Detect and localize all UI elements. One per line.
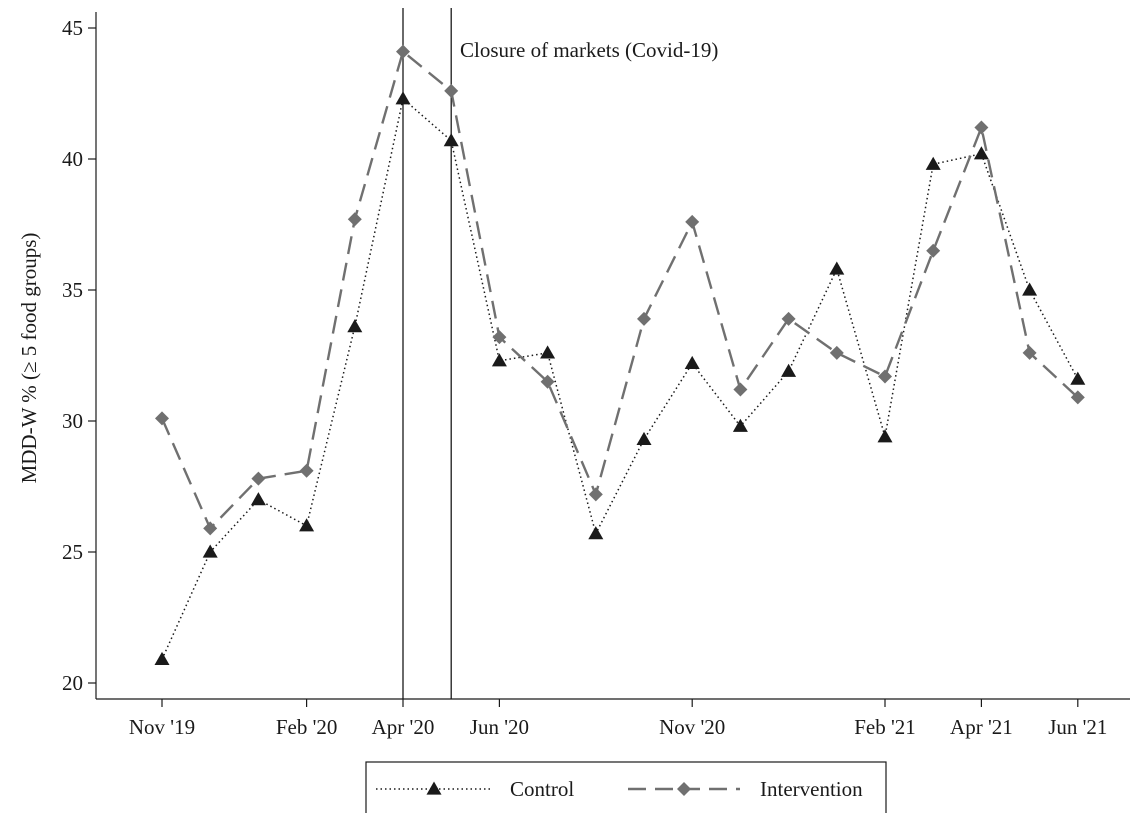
y-axis-label: MDD-W % (≥ 5 food groups) — [17, 233, 41, 484]
intervention-marker — [974, 120, 989, 135]
x-tick-label: Jun '20 — [470, 715, 529, 739]
control-marker — [299, 518, 315, 532]
intervention-marker — [492, 330, 507, 345]
intervention-marker — [733, 382, 748, 397]
intervention-marker — [588, 487, 603, 502]
intervention-marker — [444, 83, 459, 98]
intervention-marker — [251, 471, 266, 486]
y-tick-label: 20 — [62, 671, 83, 695]
y-tick-label: 35 — [62, 278, 83, 302]
intervention-marker — [926, 243, 941, 258]
control-marker — [636, 431, 652, 445]
intervention-marker — [396, 44, 410, 59]
control-marker — [540, 345, 556, 359]
intervention-marker — [155, 411, 169, 426]
intervention-marker — [347, 212, 362, 227]
intervention-series — [155, 44, 1085, 536]
control-marker — [684, 355, 700, 369]
intervention-marker — [781, 311, 796, 326]
control-marker — [732, 418, 748, 432]
legend-marker-control — [426, 781, 442, 795]
control-marker — [202, 544, 218, 558]
legend-label-intervention: Intervention — [760, 777, 863, 801]
control-line — [161, 97, 1079, 660]
legend-item-control: Control — [376, 777, 574, 801]
axes: 20 25 30 35 40 45 Nov '19 Feb '20 Apr '20 Jun '20… — [62, 12, 1130, 739]
control-marker — [829, 261, 845, 275]
control-marker — [395, 91, 411, 105]
intervention-marker — [685, 214, 700, 229]
control-marker — [491, 353, 507, 367]
intervention-marker — [829, 345, 844, 360]
control-marker — [443, 133, 459, 147]
series-group — [154, 44, 1086, 666]
x-tick-label: Apr '21 — [950, 715, 1013, 739]
intervention-marker — [203, 521, 218, 536]
control-series — [154, 91, 1086, 666]
legend-item-intervention: Intervention — [628, 777, 863, 801]
y-tick-label: 25 — [62, 540, 83, 564]
x-tick-label: Apr '20 — [372, 715, 435, 739]
control-marker — [154, 651, 170, 666]
x-tick-label: Nov '20 — [659, 715, 725, 739]
intervention-marker — [540, 374, 555, 389]
y-tick-label: 45 — [62, 16, 83, 40]
legend-label-control: Control — [510, 777, 574, 801]
control-marker — [973, 146, 989, 160]
x-tick-label: Jun '21 — [1048, 715, 1107, 739]
intervention-marker — [637, 311, 651, 326]
control-marker — [1022, 282, 1038, 296]
intervention-marker — [878, 369, 892, 384]
annotation-label: Closure of markets (Covid-19) — [460, 38, 718, 62]
legend-marker-intervention — [677, 782, 691, 796]
intervention-marker — [299, 463, 314, 478]
intervention-marker — [1022, 345, 1037, 360]
x-tick-label: Feb '20 — [276, 715, 338, 739]
legend-box — [365, 761, 887, 813]
control-marker — [925, 156, 941, 170]
y-tick-label: 30 — [62, 409, 83, 433]
x-tick-label: Nov '19 — [129, 715, 195, 739]
reference-lines — [402, 8, 452, 699]
control-marker — [781, 363, 797, 377]
control-marker — [1070, 371, 1086, 385]
control-marker — [877, 429, 893, 443]
control-marker — [250, 492, 266, 506]
control-marker — [347, 319, 363, 333]
x-tick-label: Feb '21 — [854, 715, 916, 739]
control-marker — [588, 526, 604, 540]
y-tick-label: 40 — [62, 147, 83, 171]
legend: Control Intervention — [365, 761, 887, 813]
intervention-marker — [1070, 390, 1085, 405]
intervention-line — [160, 49, 1079, 531]
